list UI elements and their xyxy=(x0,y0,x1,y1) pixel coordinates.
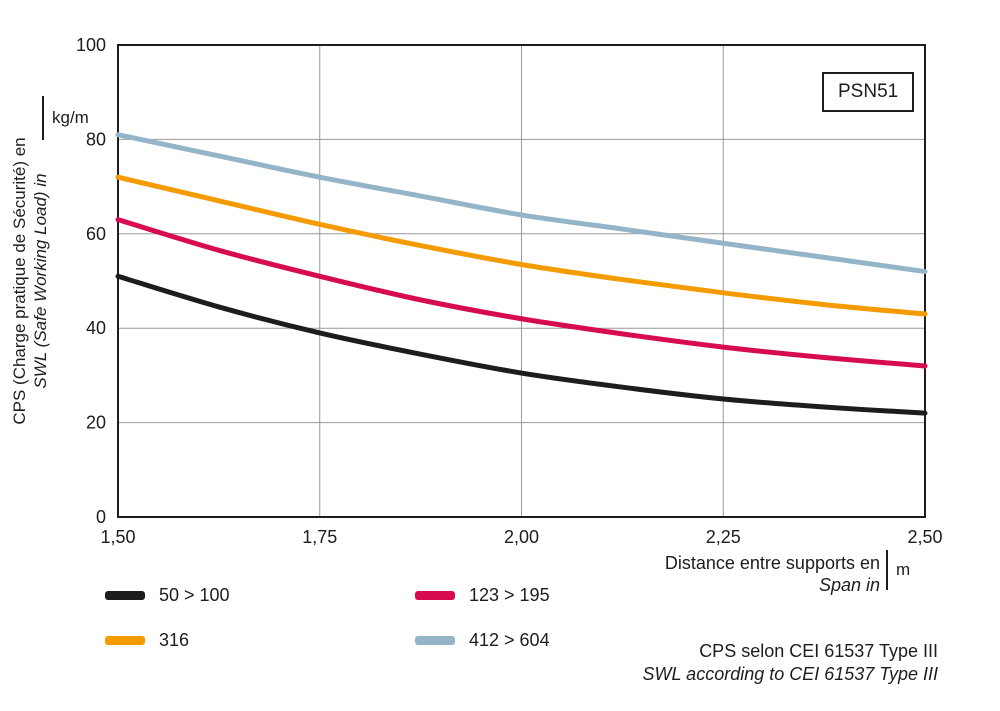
y-axis-label-fr: CPS (Charge pratique de Sécurité) en xyxy=(10,137,29,425)
x-axis-label: Distance entre supports en Span in xyxy=(665,552,880,596)
standard-footnote-fr: CPS selon CEI 61537 Type III xyxy=(699,641,938,661)
legend-item: 316 xyxy=(105,630,415,651)
y-tick-label: 60 xyxy=(86,224,106,244)
legend-item: 50 > 100 xyxy=(105,585,415,606)
legend-item: 123 > 195 xyxy=(415,585,550,606)
x-axis-unit: m xyxy=(896,560,911,579)
standard-footnote-en: SWL according to CEI 61537 Type III xyxy=(642,664,939,684)
legend-item-label: 316 xyxy=(159,630,190,650)
legend-item-label: 50 > 100 xyxy=(159,585,230,605)
product-badge: PSN51 xyxy=(822,72,915,112)
legend-item: 412 > 604 xyxy=(415,630,550,651)
x-tick-label: 2,25 xyxy=(706,527,741,547)
series-line-412-604 xyxy=(115,132,928,275)
y-tick-label: 80 xyxy=(86,129,106,149)
y-tick-label: 20 xyxy=(86,413,106,433)
legend-swatch xyxy=(105,636,145,645)
chart-legend: 50 > 100 123 > 195 316 412 > 604 xyxy=(105,585,550,651)
y-axis-unit: kg/m xyxy=(52,108,89,127)
standard-footnote: CPS selon CEI 61537 Type III SWL accordi… xyxy=(643,640,939,686)
x-tick-label: 1,75 xyxy=(302,527,337,547)
legend-swatch xyxy=(105,591,145,600)
x-tick-label: 1,50 xyxy=(100,527,135,547)
x-axis-unit-group: m xyxy=(886,550,910,590)
y-axis-unit-group: kg/m xyxy=(42,96,89,140)
y-tick-label: 40 xyxy=(86,318,106,338)
series-line-50-100 xyxy=(115,273,928,416)
y-tick-label: 100 xyxy=(76,35,106,55)
series-line-316 xyxy=(115,174,928,317)
legend-swatch xyxy=(415,591,455,600)
y-unit-divider xyxy=(42,96,44,140)
x-unit-divider xyxy=(886,550,888,590)
legend-item-label: 123 > 195 xyxy=(469,585,550,605)
x-axis-label-fr: Distance entre supports en xyxy=(664,553,880,573)
x-tick-label: 2,50 xyxy=(907,527,942,547)
legend-swatch xyxy=(415,636,455,645)
y-axis-label-en: SWL (Safe Working Load) in xyxy=(31,173,50,389)
y-tick-label: 0 xyxy=(96,507,106,527)
y-axis-label: CPS (Charge pratique de Sécurité) en SWL… xyxy=(9,137,51,424)
x-tick-label: 2,00 xyxy=(504,527,539,547)
x-axis-label-en: Span in xyxy=(818,575,880,595)
plot-border xyxy=(117,44,926,518)
series-line-123-195 xyxy=(115,217,928,369)
legend-item-label: 412 > 604 xyxy=(469,630,550,650)
